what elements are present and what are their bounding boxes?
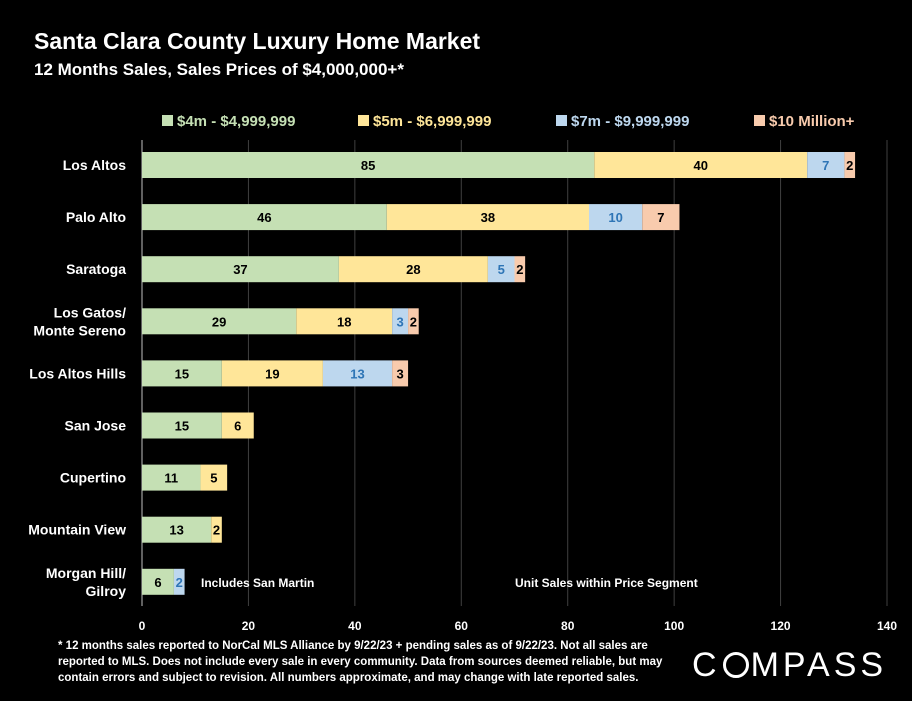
data-label: 13 xyxy=(169,523,183,538)
data-label: 7 xyxy=(657,210,664,225)
data-label: 5 xyxy=(210,471,217,486)
x-tick-label: 120 xyxy=(771,619,791,633)
bar-segment xyxy=(142,360,222,387)
legend-swatch xyxy=(754,115,765,126)
category-label: Saratoga xyxy=(66,261,126,277)
legend-swatch xyxy=(556,115,567,126)
bar-segment xyxy=(221,412,254,439)
legend-label: $10 Million+ xyxy=(769,113,855,130)
bar-segment xyxy=(392,360,409,387)
data-label: 6 xyxy=(154,575,161,590)
category-label: Los Gatos/ xyxy=(54,304,126,320)
x-tick-label: 40 xyxy=(348,619,362,633)
bar-segment xyxy=(142,464,201,491)
data-label: 6 xyxy=(234,419,241,434)
bar-segment xyxy=(142,568,174,595)
bar-segment xyxy=(142,204,387,231)
bar-segment xyxy=(338,256,488,283)
chart-title: Santa Clara County Luxury Home Market xyxy=(34,28,481,54)
legend-label: $7m - $9,999,999 xyxy=(571,113,689,130)
data-label: 2 xyxy=(846,158,853,173)
bar-segment xyxy=(142,412,222,439)
x-tick-label: 140 xyxy=(877,619,897,633)
category-label: Morgan Hill/ xyxy=(46,565,126,581)
annotation-note: Includes San Martin xyxy=(201,576,314,590)
data-label: 15 xyxy=(175,419,189,434)
category-label: Gilroy xyxy=(86,583,127,599)
bar-segment xyxy=(408,308,419,335)
bar-segment xyxy=(142,516,212,543)
data-label: 7 xyxy=(822,158,829,173)
x-tick-label: 0 xyxy=(139,619,146,633)
bar-segment xyxy=(142,256,339,283)
bar-segment xyxy=(594,152,808,178)
data-label: 3 xyxy=(396,366,403,381)
legend-label: $5m - $6,999,999 xyxy=(373,113,491,130)
data-label: 15 xyxy=(175,366,189,381)
category-label: Monte Sereno xyxy=(33,322,126,338)
annotation-note: Unit Sales within Price Segment xyxy=(515,576,698,590)
data-label: 85 xyxy=(361,158,375,173)
stacked-bar-chart: 0 20 40 60 80 100 120 140 $4m - $4,999,999 $5m - … xyxy=(28,113,897,633)
bar-segment xyxy=(200,464,228,491)
bar-segment xyxy=(173,568,185,595)
category-label: Los Altos Hills xyxy=(29,365,126,381)
bar-segment xyxy=(642,204,680,231)
data-label: 18 xyxy=(337,314,351,329)
category-label: Palo Alto xyxy=(66,209,126,225)
data-label: 28 xyxy=(406,262,420,277)
bar-segment xyxy=(221,360,323,387)
data-label: 2 xyxy=(516,262,523,277)
x-tick-label: 80 xyxy=(561,619,575,633)
bar-segment xyxy=(807,152,845,178)
legend-swatch xyxy=(358,115,369,126)
data-label: 2 xyxy=(176,575,183,590)
data-label: 38 xyxy=(481,210,495,225)
category-label: Los Altos xyxy=(63,157,126,173)
category-label: San Jose xyxy=(65,418,127,434)
bar-segment xyxy=(142,308,297,335)
bar-segment xyxy=(211,516,222,543)
category-label: Cupertino xyxy=(60,470,126,486)
data-label: 37 xyxy=(233,262,247,277)
bar-segment xyxy=(844,152,856,178)
data-label: 19 xyxy=(265,366,279,381)
data-label: 3 xyxy=(396,314,403,329)
bar-segment xyxy=(392,308,409,335)
data-label: 40 xyxy=(694,158,708,173)
x-tick-label: 100 xyxy=(664,619,684,633)
bar-segment xyxy=(487,256,515,283)
compass-logo: C MPASS xyxy=(692,646,888,684)
data-label: 13 xyxy=(350,366,364,381)
data-label: 2 xyxy=(410,314,417,329)
bar-segment xyxy=(589,204,643,231)
data-label: 29 xyxy=(212,314,226,329)
bar-segment xyxy=(296,308,393,335)
data-label: 5 xyxy=(498,262,505,277)
data-label: 2 xyxy=(213,523,220,538)
x-tick-label: 20 xyxy=(242,619,256,633)
bar-segment xyxy=(386,204,589,231)
category-label: Mountain View xyxy=(28,522,126,538)
chart-subtitle: 12 Months Sales, Sales Prices of $4,000,… xyxy=(34,60,404,79)
legend-label: $4m - $4,999,999 xyxy=(177,113,295,130)
bar-segment xyxy=(142,152,595,178)
bar-segment xyxy=(322,360,393,387)
data-label: 11 xyxy=(164,471,178,486)
x-tick-label: 60 xyxy=(455,619,469,633)
bar-segment xyxy=(514,256,526,283)
data-label: 10 xyxy=(608,210,622,225)
data-label: 46 xyxy=(257,210,271,225)
logo-ring-icon xyxy=(722,652,749,678)
legend-swatch xyxy=(162,115,173,126)
footnote: * 12 months sales reported to NorCal MLS… xyxy=(58,640,663,684)
